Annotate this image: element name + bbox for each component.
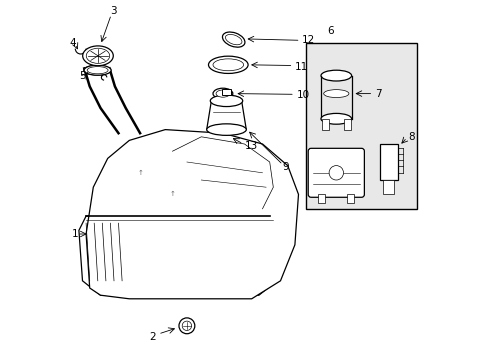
- Ellipse shape: [83, 65, 110, 75]
- Text: 5: 5: [79, 71, 85, 81]
- Bar: [321, 119, 328, 130]
- Ellipse shape: [320, 70, 351, 81]
- Text: 2: 2: [149, 332, 155, 342]
- Text: ↑: ↑: [169, 192, 175, 197]
- Polygon shape: [79, 216, 276, 295]
- Bar: [222, 89, 230, 95]
- Ellipse shape: [208, 56, 247, 73]
- Ellipse shape: [323, 90, 348, 98]
- Ellipse shape: [320, 113, 351, 124]
- Ellipse shape: [225, 35, 242, 45]
- Ellipse shape: [213, 88, 232, 99]
- Text: 1: 1: [72, 229, 78, 239]
- Text: 9: 9: [282, 162, 288, 172]
- Ellipse shape: [86, 48, 109, 63]
- Text: 10: 10: [296, 90, 309, 100]
- Text: 8: 8: [407, 132, 414, 142]
- Text: 13: 13: [244, 141, 257, 151]
- Ellipse shape: [216, 90, 229, 97]
- Bar: [382, 180, 393, 194]
- Text: ↑: ↑: [137, 170, 143, 176]
- Ellipse shape: [82, 46, 113, 66]
- Ellipse shape: [210, 95, 242, 107]
- Text: 4: 4: [70, 38, 76, 48]
- Bar: [379, 144, 397, 180]
- Text: 3: 3: [110, 6, 116, 16]
- Bar: [346, 194, 354, 203]
- FancyBboxPatch shape: [307, 148, 364, 197]
- Circle shape: [182, 321, 191, 330]
- Polygon shape: [86, 130, 298, 299]
- Text: 7: 7: [374, 89, 381, 99]
- Circle shape: [328, 166, 343, 180]
- Ellipse shape: [87, 67, 108, 74]
- Polygon shape: [206, 101, 246, 130]
- Bar: [343, 119, 350, 130]
- Ellipse shape: [206, 124, 246, 135]
- Bar: [318, 194, 325, 203]
- Text: 12: 12: [302, 35, 315, 45]
- Bar: [305, 43, 416, 209]
- Circle shape: [179, 318, 194, 334]
- Text: 11: 11: [294, 62, 307, 72]
- Ellipse shape: [222, 32, 244, 47]
- Ellipse shape: [84, 65, 111, 75]
- Text: 6: 6: [327, 26, 333, 36]
- Ellipse shape: [213, 59, 243, 71]
